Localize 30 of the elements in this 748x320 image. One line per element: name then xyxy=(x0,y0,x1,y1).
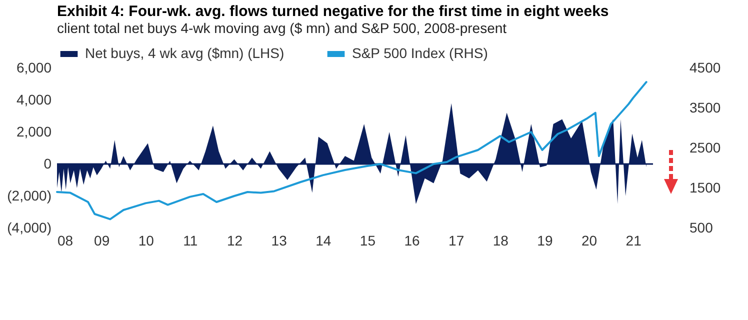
x-tick-label: 18 xyxy=(492,232,509,248)
x-tick-label: 14 xyxy=(316,232,332,248)
x-tick-label: 10 xyxy=(138,232,154,248)
y2-tick-label: 3500 xyxy=(690,100,721,116)
x-tick-label: 19 xyxy=(537,232,553,248)
x-tick-label: 20 xyxy=(581,232,598,248)
chart-subtitle: client total net buys 4-wk moving avg ($ mn) and S&P 500, 2008-present xyxy=(57,20,507,36)
x-tick-label: 16 xyxy=(404,232,420,248)
x-tick-label: 17 xyxy=(448,232,464,248)
x-tick-label: 08 xyxy=(58,232,74,248)
x-tick-label: 15 xyxy=(360,232,376,248)
y-tick-label: 0 xyxy=(44,156,52,172)
x-tick-label: 21 xyxy=(626,232,642,248)
y2-tick-label: 500 xyxy=(690,220,714,236)
x-tick-label: 11 xyxy=(183,232,198,248)
x-tick-label: 12 xyxy=(226,232,243,248)
y2-tick-label: 1500 xyxy=(690,180,721,196)
x-tick-label: 13 xyxy=(271,232,288,248)
y-tick-label: 4,000 xyxy=(16,92,52,108)
y-tick-label: (4,000) xyxy=(7,220,52,236)
chart-title: Exhibit 4: Four-wk. avg. flows turned negative for the first time in eight weeks xyxy=(57,3,609,20)
y-tick-label: 6,000 xyxy=(16,60,52,76)
legend-label: Net buys, 4 wk avg ($mn) (LHS) xyxy=(85,45,284,61)
y2-tick-label: 2500 xyxy=(690,140,721,156)
legend-label: S&P 500 Index (RHS) xyxy=(352,45,488,61)
y-tick-label: 2,000 xyxy=(16,124,52,140)
y-tick-label: (2,000) xyxy=(7,188,52,204)
x-tick-label: 09 xyxy=(94,232,110,248)
line-series xyxy=(56,81,648,220)
y2-tick-label: 4500 xyxy=(690,60,721,76)
